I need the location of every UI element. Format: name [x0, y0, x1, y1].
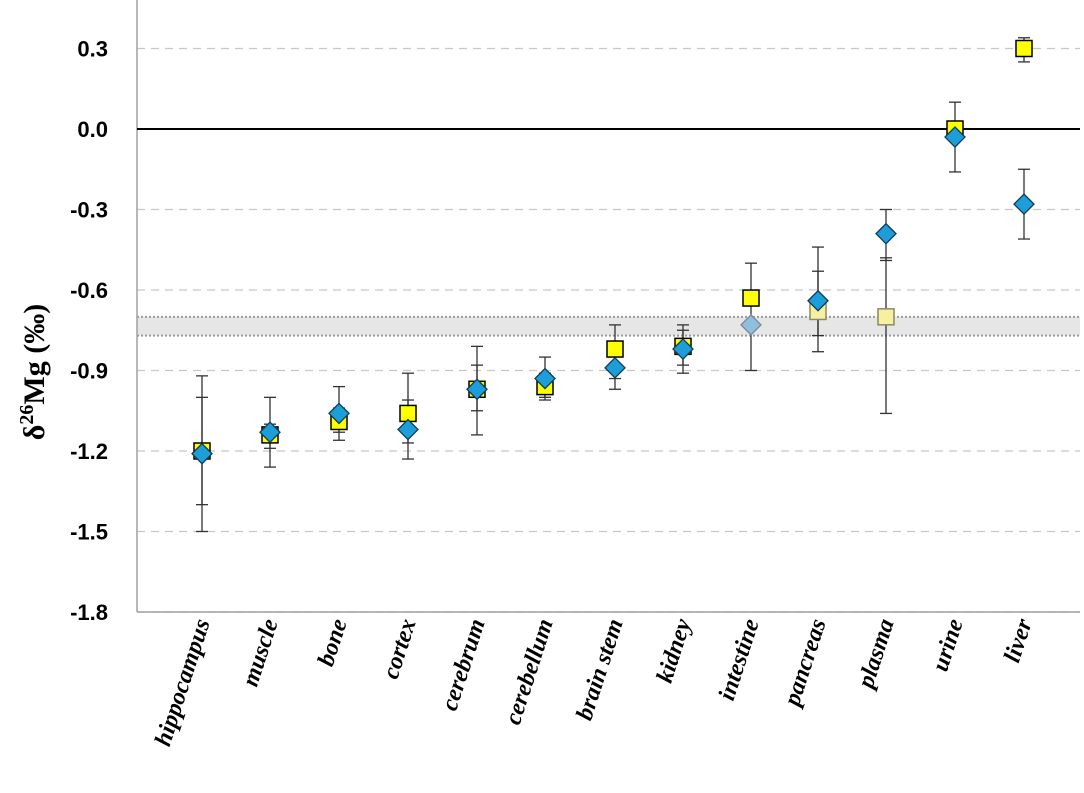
y-tick-labels: 0.3 0.0 -0.3 -0.6 -0.9 -1.2 -1.5 -1.8 [70, 37, 108, 626]
category-label: liver [999, 615, 1038, 665]
category-label: intestine [714, 615, 765, 703]
diamond-point [466, 378, 488, 401]
square-point [742, 289, 760, 307]
y-axis-title-prefix: δ [18, 425, 51, 441]
y-tick-label: -1.5 [70, 520, 108, 545]
diamond-point [672, 338, 694, 360]
diamond-point [328, 402, 350, 425]
diamond-point [740, 313, 762, 336]
category-label: urine [927, 615, 968, 674]
y-tick-label: -1.2 [70, 439, 108, 464]
axes [136, 0, 1080, 613]
error-bars [196, 37, 1030, 533]
category-label: bone [313, 615, 353, 669]
y-tick-label: -0.6 [70, 278, 108, 303]
diamond-point [944, 126, 966, 148]
diamond-point [397, 418, 419, 441]
square-point [877, 308, 895, 326]
reference-band [137, 316, 1080, 336]
y-tick-label: 0.3 [77, 37, 108, 62]
square-point [1015, 39, 1033, 58]
data-points [191, 39, 1035, 465]
category-label: brain stem [572, 616, 629, 724]
diamond-point [875, 222, 897, 245]
x-category-labels: hippocampus muscle bone cortex cerebrum cereb… [150, 615, 1038, 749]
category-label: muscle [238, 615, 284, 689]
category-label: cerebrum [437, 616, 491, 714]
y-tick-label: -1.8 [70, 600, 108, 625]
y-tick-label: -0.3 [70, 198, 108, 223]
category-label: pancreas [779, 616, 832, 711]
category-label: kidney [652, 615, 697, 685]
category-label: plasma [853, 616, 900, 693]
category-label: cerebellum [500, 616, 559, 728]
diamond-point [534, 367, 556, 390]
y-axis-title-main: Mg (‰) [18, 304, 51, 405]
diamond-point [807, 289, 829, 312]
reference-band-group [137, 315, 1080, 337]
y-tick-label: -0.9 [70, 359, 108, 384]
y-axis-title: δ26Mg (‰) [16, 304, 51, 440]
diamond-point [1013, 193, 1035, 216]
diamond-point [191, 442, 213, 465]
category-label: cortex [378, 616, 422, 682]
y-axis-title-sup: 26 [16, 405, 38, 425]
diamond-point [259, 421, 281, 444]
category-label: hippocampus [150, 616, 216, 750]
diamond-point [604, 356, 626, 379]
y-tick-label: 0.0 [77, 117, 108, 142]
square-point [606, 340, 624, 358]
